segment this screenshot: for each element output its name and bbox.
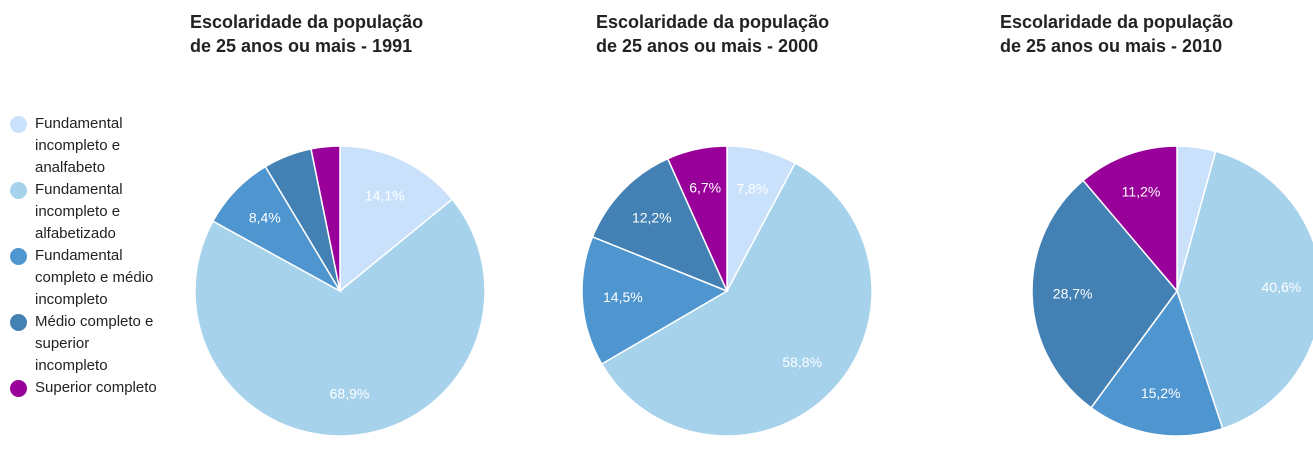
legend-label: Fundamental incompleto e analfabeto [35,115,123,176]
legend-swatch [10,380,27,397]
legend-label: Fundamental completo e médio incompleto [35,247,154,308]
slice-label: 12,2% [632,209,672,225]
pie-slice [600,162,873,437]
pie-slice [1176,150,1313,430]
pie-slice [591,157,729,293]
pie-slice [1082,145,1178,294]
chart-title: Escolaridade da população [596,12,829,32]
chart-title: de 25 anos ou mais - 2010 [1000,36,1222,56]
slice-label: 58,8% [782,354,822,370]
legend-item: Fundamental completo e médio incompleto [10,245,160,311]
legend-item: Fundamental incompleto e alfabetizado [10,179,160,245]
chart-title: Escolaridade da população [190,12,423,32]
pie-slice [1031,179,1178,409]
pie-slice [339,145,454,293]
slice-label: 40,6% [1262,279,1302,295]
legend-swatch [10,314,27,331]
slice-label: 68,9% [330,386,370,402]
slice-label: 7,8% [736,180,768,196]
pie-slice [581,235,729,366]
pie-slice [310,145,341,292]
slice-label: 6,7% [689,180,721,196]
slice-label: 11,2% [1122,184,1161,200]
legend-swatch [10,182,27,199]
legend-swatch [10,116,27,133]
chart-title: de 25 anos ou mais - 2000 [596,36,818,56]
legend-label: Médio completo e superior incompleto [35,313,154,374]
chart-title: de 25 anos ou mais - 1991 [190,36,412,56]
slice-label: 28,7% [1053,285,1093,301]
pie-slice [194,198,486,437]
legend-label: Fundamental incompleto e alfabetizado [35,181,123,242]
slice-label: 14,1% [365,187,405,203]
chart-title: Escolaridade da população [1000,12,1233,32]
legend-swatch [10,248,27,265]
legend-label: Superior completo [35,379,157,396]
slice-label: 8,4% [249,209,281,225]
legend-item: Médio completo e superior incompleto [10,311,160,377]
pie-slice [1089,289,1224,437]
pie-slice [666,145,728,292]
slice-label: 14,5% [603,289,643,305]
legend-item: Fundamental incompleto e analfabeto [10,113,160,179]
slice-label: 15,2% [1141,385,1181,401]
legend: Fundamental incompleto e analfabeto Funda… [10,113,160,399]
legend-item: Superior completo [10,377,160,399]
